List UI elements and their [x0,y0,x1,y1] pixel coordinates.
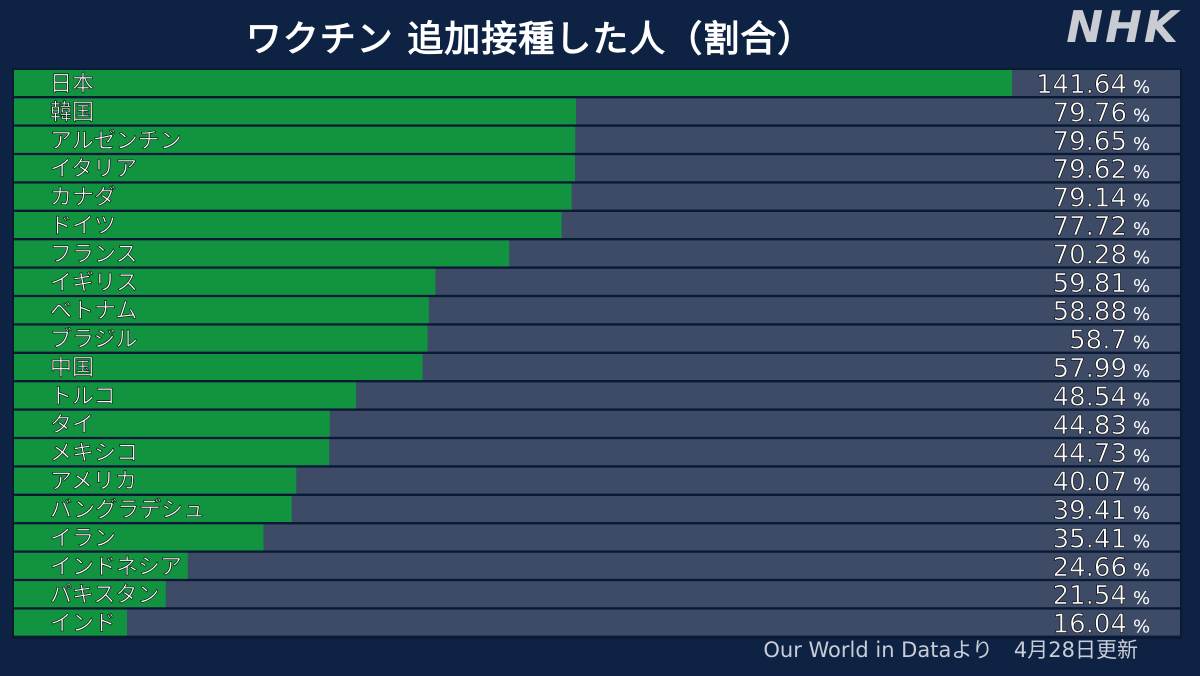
bar [14,410,330,437]
category-label: イラン [50,526,116,551]
percent-unit: % [1133,389,1150,410]
value-label: 21.54 [1053,581,1127,611]
value-label: 141.64 [1036,70,1127,100]
bar [14,439,330,466]
category-label: イタリア [50,157,137,182]
category-label: カナダ [50,186,116,211]
percent-unit: % [1133,418,1150,439]
bar-track [14,581,1180,608]
bar [14,183,572,210]
percent-unit: % [1133,503,1150,524]
category-label: インドネシア [50,555,182,580]
bar [14,467,297,494]
chart-title: ワクチン 追加接種した人（割合） [245,19,815,60]
category-label: ベトナム [50,299,137,324]
value-label: 79.76 [1053,98,1127,128]
percent-unit: % [1133,247,1150,268]
bar [14,496,292,522]
bar [14,325,428,352]
category-label: トルコ [50,384,116,409]
category-label: タイ [50,413,94,438]
value-label: 58.88 [1053,297,1127,327]
bar [14,126,576,153]
category-label: ブラジル [50,328,138,353]
percent-unit: % [1133,531,1150,552]
bar [14,155,576,182]
category-label: 日本 [50,72,94,97]
source-note: Our World in Dataより 4月28日更新 [763,638,1138,662]
value-label: 79.14 [1053,184,1127,214]
percent-unit: % [1133,77,1150,98]
bar [14,552,188,579]
bar-track [14,609,1180,636]
category-label: メキシコ [50,441,138,466]
percent-unit: % [1133,276,1150,297]
value-label: 70.28 [1053,240,1127,270]
value-label: 59.81 [1053,269,1127,299]
percent-unit: % [1133,475,1150,496]
value-label: 16.04 [1053,610,1127,640]
bar [14,382,357,409]
percent-unit: % [1133,105,1150,126]
value-label: 24.66 [1053,553,1127,583]
bar [14,212,562,238]
value-label: 40.07 [1053,468,1127,498]
bar [14,354,423,380]
bar [14,98,576,125]
bar [14,581,166,608]
value-label: 79.62 [1053,155,1127,185]
value-label: 44.73 [1053,439,1127,469]
category-label: 韓国 [50,100,94,125]
category-label: フランス [50,242,138,267]
percent-unit: % [1133,361,1150,382]
nhk-logo: NHK [1066,2,1180,53]
percent-unit: % [1133,617,1150,638]
percent-unit: % [1133,333,1150,354]
bar [14,268,436,295]
value-label: 44.83 [1053,411,1127,441]
percent-unit: % [1133,162,1150,183]
bar [14,70,1012,96]
bar-track [14,552,1180,579]
category-label: アルゼンチン [50,129,182,154]
percent-unit: % [1133,560,1150,581]
category-label: ドイツ [50,214,116,239]
category-label: パキスタン [50,583,159,608]
value-label: 48.54 [1053,382,1127,412]
value-label: 57.99 [1053,354,1127,384]
category-label: 中国 [50,356,94,381]
bar [14,297,429,324]
category-label: アメリカ [50,470,137,495]
value-label: 35.41 [1053,524,1127,554]
value-label: 39.41 [1053,496,1127,526]
bar [14,524,264,551]
category-label: バングラデシュ [50,498,205,523]
category-label: インド [50,612,116,637]
percent-unit: % [1133,304,1150,325]
value-label: 79.65 [1053,127,1127,157]
percent-unit: % [1133,134,1150,155]
category-label: イギリス [50,271,138,296]
value-label: 77.72 [1053,212,1127,242]
percent-unit: % [1133,191,1150,212]
bar [14,240,510,267]
percent-unit: % [1133,588,1150,609]
percent-unit: % [1133,446,1150,467]
bar [14,609,128,636]
percent-unit: % [1133,219,1150,240]
value-label: 58.7 [1069,326,1127,356]
